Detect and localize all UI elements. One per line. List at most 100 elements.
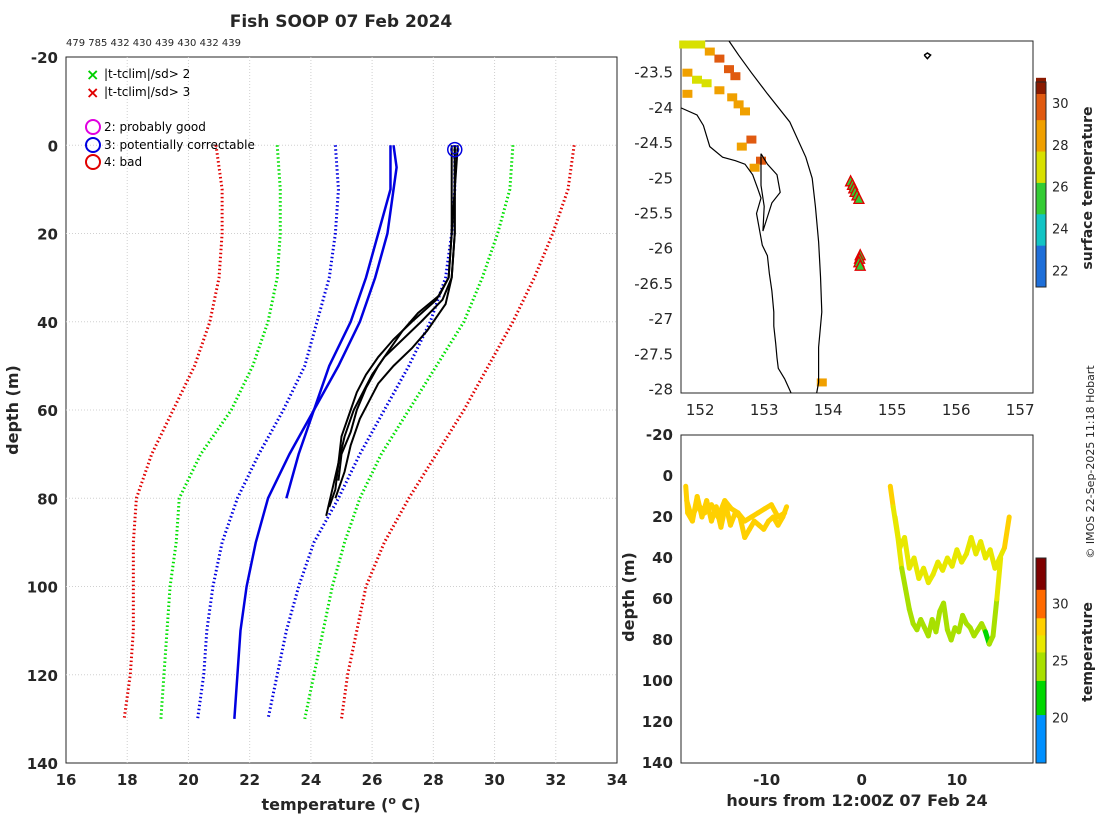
track-segment bbox=[715, 498, 728, 520]
dt-colorbar-segment bbox=[1036, 680, 1046, 684]
map-x-tick: 154 bbox=[814, 401, 843, 419]
station-marker bbox=[852, 191, 865, 205]
profile-y-tick: 0 bbox=[48, 137, 58, 155]
sst-cell bbox=[714, 54, 725, 63]
dt-y-tick: 40 bbox=[652, 549, 673, 567]
colorbar-segment bbox=[1036, 250, 1046, 257]
qc-flag-marker-inner bbox=[450, 145, 460, 155]
sst-cell bbox=[685, 40, 696, 49]
dt-colorbar-segment bbox=[1036, 737, 1046, 741]
sst-cell bbox=[695, 40, 706, 49]
profile-plot: Fish SOOP 07 Feb 2024 479 785 432 430 43… bbox=[3, 12, 627, 814]
legend-flag-2-symbol: × bbox=[86, 65, 99, 84]
dt-colorbar-segment bbox=[1036, 669, 1046, 673]
dt-colorbar-segment bbox=[1036, 643, 1046, 647]
dt-x-tick: -10 bbox=[753, 771, 780, 789]
dt-colorbar-segment bbox=[1036, 589, 1046, 593]
dt-colorbar-segment bbox=[1036, 577, 1046, 582]
profile-x-tick: 34 bbox=[607, 771, 628, 789]
colorbar-segment bbox=[1036, 88, 1046, 95]
map-colorbar-label: surface temperature bbox=[1080, 106, 1096, 269]
legend-qc-4-circle bbox=[85, 154, 101, 170]
dt-colorbar-segment bbox=[1036, 677, 1046, 681]
colorbar-segment bbox=[1036, 229, 1046, 236]
colorbar-segment bbox=[1036, 130, 1046, 136]
qc-flag-marker bbox=[447, 141, 463, 158]
dt-colorbar-segment bbox=[1036, 740, 1046, 744]
legend-flag-3-label: |t-tclim|/sd> 3 bbox=[104, 85, 190, 99]
profile-2-line bbox=[285, 145, 392, 499]
reef-outline bbox=[923, 52, 932, 60]
sst-cell bbox=[733, 100, 744, 109]
dt-colorbar-segment bbox=[1036, 600, 1046, 605]
dt-colorbar-segment bbox=[1036, 683, 1046, 687]
track-segment bbox=[933, 608, 943, 635]
depth-time-colorbar: 20 25 30 bbox=[1035, 557, 1069, 764]
profile-y-tick: 60 bbox=[37, 402, 58, 420]
track-segment bbox=[902, 535, 912, 571]
map-y-tick: -27 bbox=[649, 310, 674, 328]
colorbar-segment bbox=[1036, 182, 1046, 189]
dt-colorbar-segment bbox=[1036, 728, 1046, 733]
colorbar-segment bbox=[1036, 255, 1046, 262]
dt-y-tick: -20 bbox=[646, 426, 673, 444]
depth-time-colorbar-label: temperature bbox=[1080, 602, 1096, 702]
dt-colorbar-segment bbox=[1036, 623, 1046, 627]
map-axes-box bbox=[680, 40, 1034, 394]
sst-cell bbox=[682, 68, 693, 77]
dt-colorbar-segment bbox=[1036, 612, 1046, 616]
legend-qc-3-label: 3: potentially correctable bbox=[104, 138, 255, 152]
legend: × |t-tclim|/sd> 2 × |t-tclim|/sd> 3 2: p… bbox=[85, 65, 255, 170]
dt-colorbar-segment bbox=[1036, 760, 1046, 764]
dt-colorbar-segment bbox=[1036, 609, 1046, 613]
dt-colorbar-tick: 25 bbox=[1052, 655, 1069, 670]
profile-x-tick: 18 bbox=[117, 771, 138, 789]
legend-qc-3-circle bbox=[85, 137, 101, 153]
dt-colorbar-segment bbox=[1036, 654, 1046, 659]
dt-colorbar-segment bbox=[1036, 606, 1046, 610]
dt-colorbar-segment bbox=[1036, 626, 1046, 630]
profile-observed bbox=[325, 141, 463, 517]
dt-colorbar-tick: 30 bbox=[1052, 598, 1069, 613]
profile-y-tick: -20 bbox=[31, 49, 58, 67]
dt-colorbar-segment bbox=[1036, 563, 1046, 568]
dt-y-tick: 0 bbox=[663, 467, 673, 485]
dt-colorbar-segment bbox=[1036, 595, 1046, 599]
legend-qc-2-circle bbox=[85, 119, 101, 135]
colorbar-segment bbox=[1036, 77, 1046, 84]
profile-y-tick: 80 bbox=[37, 490, 58, 508]
sst-cell bbox=[714, 86, 725, 95]
legend-qc-4-label: 4: bad bbox=[104, 155, 142, 169]
dt-y-tick: 120 bbox=[642, 713, 673, 731]
dt-colorbar-segment bbox=[1036, 720, 1046, 724]
sst-cell bbox=[730, 72, 741, 81]
dt-colorbar-segment bbox=[1036, 748, 1046, 753]
legend-flag-3-symbol: × bbox=[86, 83, 99, 102]
dt-colorbar-tick: 20 bbox=[1052, 711, 1069, 726]
dt-x-tick: 10 bbox=[946, 771, 967, 789]
colorbar-segment bbox=[1036, 281, 1046, 288]
dt-colorbar-segment bbox=[1036, 632, 1046, 636]
map-x-tick: 155 bbox=[878, 401, 907, 419]
sst-cell bbox=[704, 47, 715, 56]
map-x-tick: 152 bbox=[686, 401, 715, 419]
profile-x-tick: 22 bbox=[239, 771, 260, 789]
colorbar-segment bbox=[1036, 198, 1046, 204]
dt-colorbar-segment bbox=[1036, 575, 1046, 579]
dt-colorbar-segment bbox=[1036, 703, 1046, 707]
colorbar-segment bbox=[1036, 83, 1046, 89]
dt-colorbar-segment bbox=[1036, 671, 1046, 676]
colorbar-segment bbox=[1036, 151, 1046, 157]
profile-x-tick: 16 bbox=[56, 771, 77, 789]
profile-climatology bbox=[122, 145, 576, 720]
climatology-line bbox=[122, 145, 224, 720]
map-colorbar-tick: 24 bbox=[1052, 222, 1069, 237]
map-colorbar-tick: 22 bbox=[1052, 264, 1069, 279]
dt-colorbar-segment bbox=[1036, 580, 1046, 585]
map-y-tick: -28 bbox=[649, 380, 674, 398]
dt-colorbar-segment bbox=[1036, 646, 1046, 650]
track-segment bbox=[903, 586, 912, 612]
map-colorbar: 22 24 26 28 30 bbox=[1035, 77, 1069, 288]
colorbar-segment bbox=[1036, 119, 1046, 126]
colorbar-segment bbox=[1036, 208, 1046, 215]
